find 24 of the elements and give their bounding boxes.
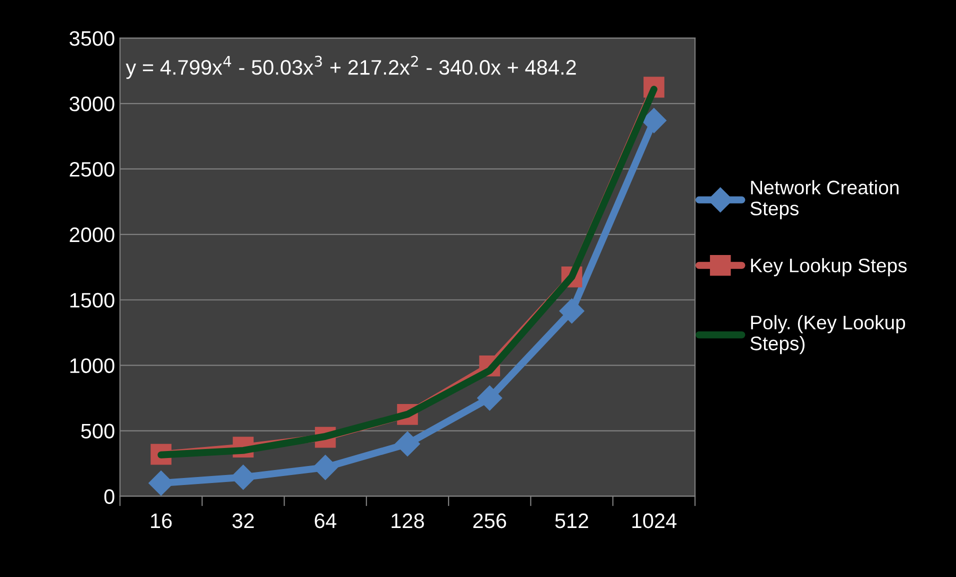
y-tick-label: 1500 <box>70 292 114 308</box>
y-tick-label: 2000 <box>70 227 114 242</box>
legend-label: Network Creation Steps <box>750 180 898 220</box>
x-tick-label: 512 <box>555 513 588 528</box>
x-tick-label: 64 <box>314 513 336 528</box>
y-tick-label: 3000 <box>70 96 114 112</box>
point <box>312 454 338 480</box>
y-tick-label: 500 <box>81 424 114 439</box>
x-tick-label: 16 <box>151 513 172 528</box>
y-tick-label: 1000 <box>70 358 114 374</box>
point <box>559 298 584 324</box>
point <box>477 386 502 411</box>
legend-label: Key Lookup Steps <box>751 258 907 276</box>
annotation: y = 4.799x$^{4}$ - 50.03x$^{3}$ + 217.2x$^{2}$ - 340.0x + 484.2 <box>126 56 576 79</box>
y-tick-label: 3500 <box>70 31 114 46</box>
x-tick-label: 256 <box>473 513 506 528</box>
x-tick-label: 32 <box>232 513 254 528</box>
x-tick-label: 1024 <box>632 513 677 528</box>
y-tick-label: 2500 <box>70 162 114 177</box>
point <box>395 431 420 456</box>
legend-label: Poly. (Key Lookup Steps) <box>750 315 906 354</box>
y-tick-label: 0 <box>104 489 114 504</box>
x-tick-label: 128 <box>392 513 424 528</box>
point <box>641 108 666 134</box>
